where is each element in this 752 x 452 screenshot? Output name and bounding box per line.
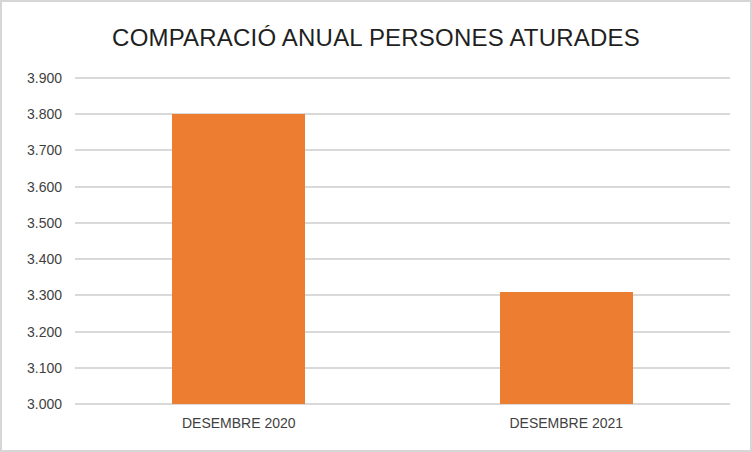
y-axis-tick-label: 3.000: [2, 395, 62, 413]
y-axis-tick-label: 3.500: [2, 214, 62, 232]
y-axis-tick-label: 3.900: [2, 69, 62, 87]
y-axis-tick-label: 3.300: [2, 286, 62, 304]
y-axis-tick-label: 3.100: [2, 359, 62, 377]
plot-area: [75, 78, 730, 404]
y-axis-tick-label: 3.700: [2, 141, 62, 159]
gridline: [75, 77, 730, 79]
y-axis-tick-label: 3.400: [2, 250, 62, 268]
x-axis-category-label: DESEMBRE 2021: [456, 414, 676, 432]
bar-chart[interactable]: COMPARACIÓ ANUAL PERSONES ATURADES 3.000…: [0, 0, 752, 452]
y-axis-tick-label: 3.200: [2, 323, 62, 341]
y-axis-tick-label: 3.600: [2, 178, 62, 196]
bar-desembre-2020[interactable]: [172, 114, 305, 404]
y-axis-tick-label: 3.800: [2, 105, 62, 123]
bar-desembre-2021[interactable]: [500, 292, 633, 404]
chart-title: COMPARACIÓ ANUAL PERSONES ATURADES: [2, 24, 750, 52]
x-axis-category-label: DESEMBRE 2020: [129, 414, 349, 432]
